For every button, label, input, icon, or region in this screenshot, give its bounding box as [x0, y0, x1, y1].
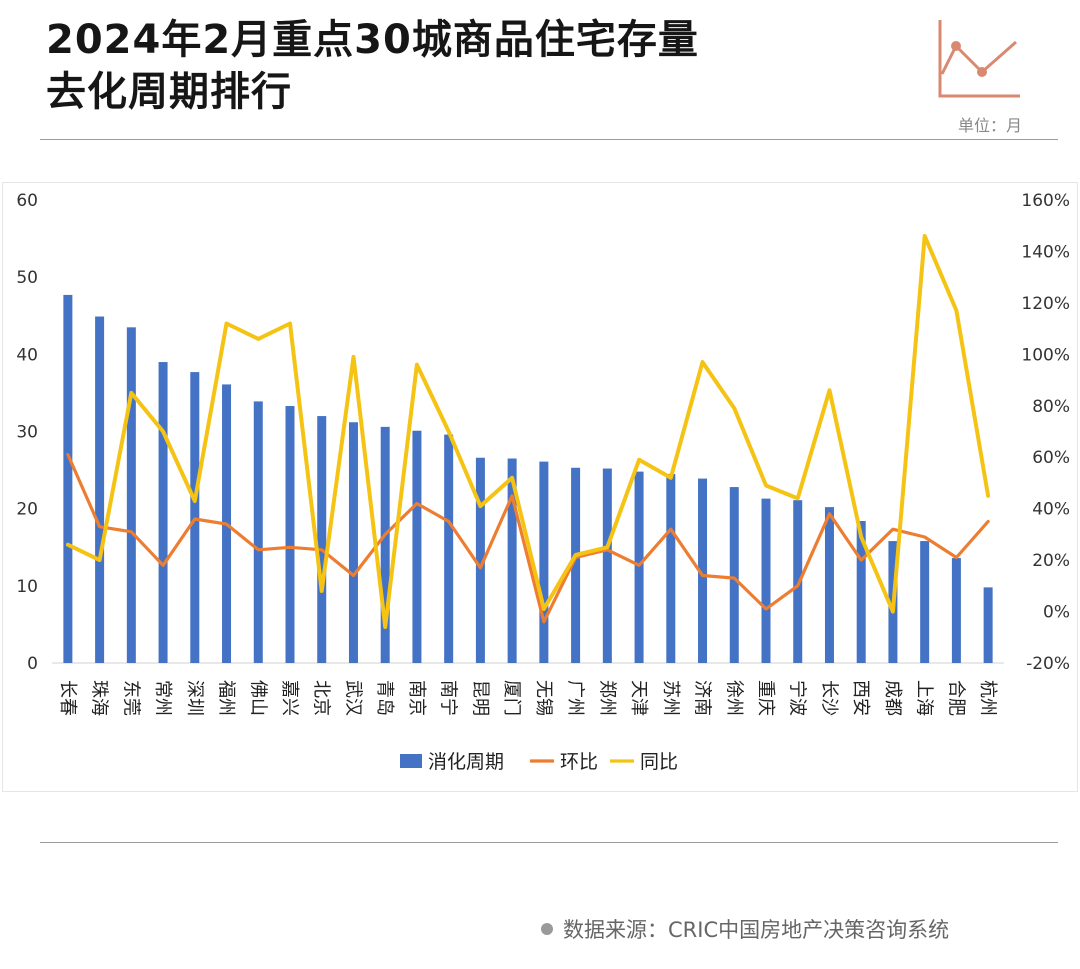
category-label: 重庆: [755, 680, 776, 716]
right-axis-ticks: -20% 0% 20% 40% 60% 80% 100% 120% 140% 160%: [1021, 191, 1070, 674]
right-tick-label: 160%: [1021, 191, 1070, 211]
bar: [412, 430, 422, 663]
legend-label: 同比: [640, 751, 678, 773]
right-tick-label: 40%: [1032, 500, 1070, 520]
category-label: 南宁: [438, 680, 459, 716]
left-tick-label: 0: [27, 654, 38, 674]
line-chart-icon: [938, 20, 1020, 98]
header-divider: [40, 139, 1058, 140]
bar: [602, 468, 612, 663]
category-label: 上海: [914, 680, 935, 716]
left-tick-label: 20: [16, 500, 38, 520]
category-label: 杭州: [977, 680, 998, 716]
right-tick-label: 0%: [1043, 603, 1070, 623]
category-label: 厦门: [501, 680, 522, 716]
category-label: 无锡: [533, 680, 554, 716]
bullet-dot-icon: [541, 923, 553, 935]
category-label: 深圳: [184, 680, 205, 716]
bar: [475, 457, 485, 663]
legend-label: 消化周期: [428, 751, 504, 773]
right-tick-label: 80%: [1032, 397, 1070, 417]
category-label: 合肥: [945, 680, 966, 716]
bar: [95, 316, 105, 663]
category-label: 北京: [311, 680, 332, 716]
right-tick-label: 120%: [1021, 294, 1070, 314]
bar: [348, 422, 358, 663]
left-tick-label: 50: [16, 268, 38, 288]
bar: [698, 478, 708, 663]
bar: [920, 541, 930, 663]
category-label: 长沙: [818, 680, 839, 716]
category-label: 长春: [57, 680, 78, 716]
source-note: 数据来源：CRIC中国房地产决策咨询系统: [541, 914, 949, 944]
category-label: 福州: [216, 680, 237, 716]
bar: [761, 498, 771, 663]
bar: [253, 401, 263, 663]
line-series: [65, 234, 991, 629]
category-label: 珠海: [89, 680, 110, 716]
chart-title: 2024年2月重点30城商品住宅存量 去化周期排行: [46, 14, 699, 118]
bar: [793, 500, 803, 663]
category-label: 苏州: [660, 680, 681, 716]
left-tick-label: 60: [16, 191, 38, 211]
chart-frame: [2, 182, 1078, 792]
bar: [983, 587, 993, 663]
right-tick-label: -20%: [1026, 654, 1070, 674]
bar: [856, 521, 866, 663]
bar: [444, 434, 454, 663]
category-label: 成都: [882, 680, 903, 716]
category-label: 佛山: [247, 680, 268, 716]
left-tick-label: 10: [16, 577, 38, 597]
category-label: 武汉: [342, 680, 363, 716]
left-axis-ticks: 0 10 20 30 40 50 60: [16, 191, 38, 674]
chart-title-line2: 去化周期排行: [46, 69, 292, 115]
category-label: 广州: [565, 680, 586, 716]
bar: [539, 461, 549, 663]
bar: [507, 458, 517, 663]
legend: 消化周期 环比 同比: [400, 751, 678, 773]
category-label: 嘉兴: [279, 680, 300, 716]
bar: [951, 558, 961, 663]
right-tick-label: 60%: [1032, 448, 1070, 468]
line-mom: [66, 453, 990, 624]
right-tick-label: 140%: [1021, 242, 1070, 262]
category-label: 宁波: [787, 680, 808, 716]
bar: [126, 327, 136, 663]
category-labels: 长春 珠海 东莞 常州 深圳 福州 佛山 嘉兴 北京 武汉 青岛 南京 南宁 昆明 厦门 无锡 广州 郑州 天津 苏州…: [57, 680, 998, 716]
left-tick-label: 40: [16, 345, 38, 365]
bar: [824, 507, 834, 663]
category-label: 东莞: [120, 680, 141, 716]
category-label: 昆明: [469, 680, 490, 716]
bar: [571, 467, 581, 663]
bar: [729, 487, 739, 663]
line-yoy: [65, 234, 991, 629]
category-label: 济南: [692, 680, 713, 716]
bar: [634, 471, 644, 663]
legend-bar-swatch: [400, 754, 422, 768]
footer-divider: [40, 842, 1058, 843]
bar: [285, 406, 295, 663]
bar: [380, 426, 390, 663]
chart-title-line1: 2024年2月重点30城商品住宅存量: [46, 17, 699, 63]
bar: [317, 416, 327, 663]
category-label: 西安: [850, 680, 871, 716]
bar-series: [63, 294, 993, 663]
bar: [63, 294, 73, 663]
category-label: 南京: [406, 680, 427, 716]
category-label: 青岛: [374, 680, 395, 716]
category-label: 郑州: [596, 680, 617, 716]
legend-label: 环比: [560, 751, 598, 773]
bar: [158, 362, 168, 663]
right-tick-label: 20%: [1032, 551, 1070, 571]
bar: [666, 473, 676, 663]
right-tick-label: 100%: [1021, 345, 1070, 365]
source-text: 数据来源：CRIC中国房地产决策咨询系统: [563, 918, 950, 942]
unit-label: 单位：月: [958, 116, 1023, 135]
category-label: 徐州: [723, 680, 744, 716]
category-label: 天津: [628, 680, 649, 716]
left-tick-label: 30: [16, 423, 38, 443]
category-label: 常州: [152, 680, 173, 716]
